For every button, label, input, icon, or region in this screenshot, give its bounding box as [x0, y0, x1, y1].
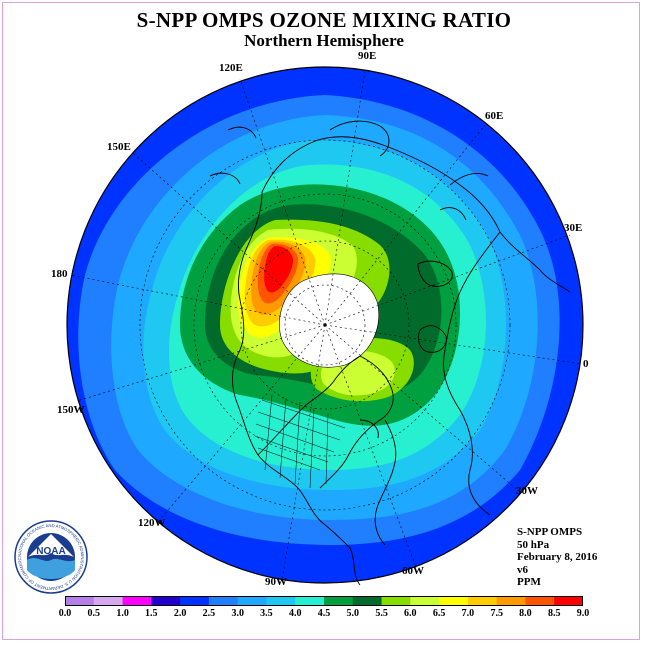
colorbar-tick-label: 0.5 — [87, 608, 101, 619]
lon-label-150w: 150W — [57, 404, 85, 416]
info-level: 50 hPa — [517, 538, 550, 551]
colorbar-tick-label: 2.0 — [173, 608, 187, 619]
colorbar-tick-label: 1.0 — [116, 608, 129, 619]
lon-label-60w: 60W — [402, 565, 424, 577]
colorbar-tick-label: 4.5 — [317, 608, 331, 619]
colorbar-tick-label: 5.5 — [375, 608, 388, 619]
colorbar-swatch — [151, 596, 181, 606]
colorbar-tick-label: 5.0 — [346, 608, 360, 619]
colorbar-swatch — [410, 596, 440, 606]
colorbar-border — [65, 596, 583, 606]
colorbar-tick-label: 8.5 — [547, 608, 561, 619]
colorbar-tick-label: 6.0 — [404, 608, 417, 619]
lon-label-120e: 120E — [219, 62, 243, 74]
noaa-logo: NOAA NATIONAL OCEANIC AND ATMOSPHERIC AD… — [14, 520, 88, 594]
contour-8-5 — [264, 246, 293, 293]
colorbar-tick-label: 7.5 — [490, 608, 503, 619]
colorbar-tick-label: 8.0 — [519, 608, 532, 619]
colorbar-swatch — [93, 596, 123, 606]
logo-wordmark: NOAA — [36, 546, 65, 557]
lon-label-120w: 120W — [138, 517, 166, 529]
coastlines — [209, 120, 571, 586]
colorbar-tick-label: 0.0 — [58, 608, 72, 619]
map-subtitle: Northern Hemisphere — [244, 31, 404, 50]
info-version: v6 — [517, 563, 528, 576]
lon-label-30e: 30E — [564, 222, 583, 234]
info-block: S-NPP OMPS 50 hPa February 8, 2016 v6 PP… — [517, 526, 597, 589]
colorbar-swatch — [266, 596, 296, 606]
colorbar-swatch — [525, 596, 555, 606]
colorbar-swatch — [65, 596, 95, 606]
info-date: February 8, 2016 — [517, 551, 598, 563]
colorbar-swatch — [208, 596, 239, 606]
colorbar-swatch — [381, 596, 411, 606]
figure-frame — [2, 2, 640, 640]
colorbar-swatch — [439, 596, 469, 606]
colorbar-swatch — [554, 596, 583, 606]
colorbar-tick-label: 7.0 — [461, 608, 475, 619]
colorbar-swatch — [122, 596, 152, 606]
colorbar-tick-label: 4.0 — [288, 608, 302, 619]
lon-label-90w: 90W — [265, 576, 287, 588]
us-state-grid — [254, 394, 346, 489]
colorbar-swatch — [324, 596, 354, 606]
colorbar-tick-label: 3.0 — [231, 608, 244, 619]
colorbar — [65, 596, 583, 606]
colorbar-swatch — [180, 596, 210, 606]
colorbar-tick-label: 3.5 — [260, 608, 273, 619]
info-units: PPM — [517, 576, 541, 588]
graticule — [69, 70, 583, 581]
colorbar-tick-label: 2.5 — [202, 608, 216, 619]
colorbar-swatch — [467, 596, 498, 606]
colorbar-tick-label: 6.5 — [432, 608, 446, 619]
map-boundary — [66, 66, 584, 584]
info-instrument: S-NPP OMPS — [517, 526, 583, 538]
lon-label-30w: 30W — [516, 485, 538, 497]
lon-label-0: 0 — [583, 358, 589, 370]
colorbar-swatch — [295, 596, 325, 606]
colorbar-tick-label: 1.5 — [145, 608, 158, 619]
lon-label-90e: 90E — [358, 50, 377, 62]
colorbar-swatch — [496, 596, 526, 606]
lon-label-180: 180 — [51, 268, 68, 280]
lon-label-150e: 150E — [107, 141, 131, 153]
map-title: S-NPP OMPS OZONE MIXING RATIO — [136, 8, 512, 32]
colorbar-swatch — [237, 596, 267, 606]
colorbar-tick-label: 9.0 — [576, 608, 590, 619]
colorbar-swatch — [352, 596, 382, 606]
lon-label-60e: 60E — [485, 110, 504, 122]
